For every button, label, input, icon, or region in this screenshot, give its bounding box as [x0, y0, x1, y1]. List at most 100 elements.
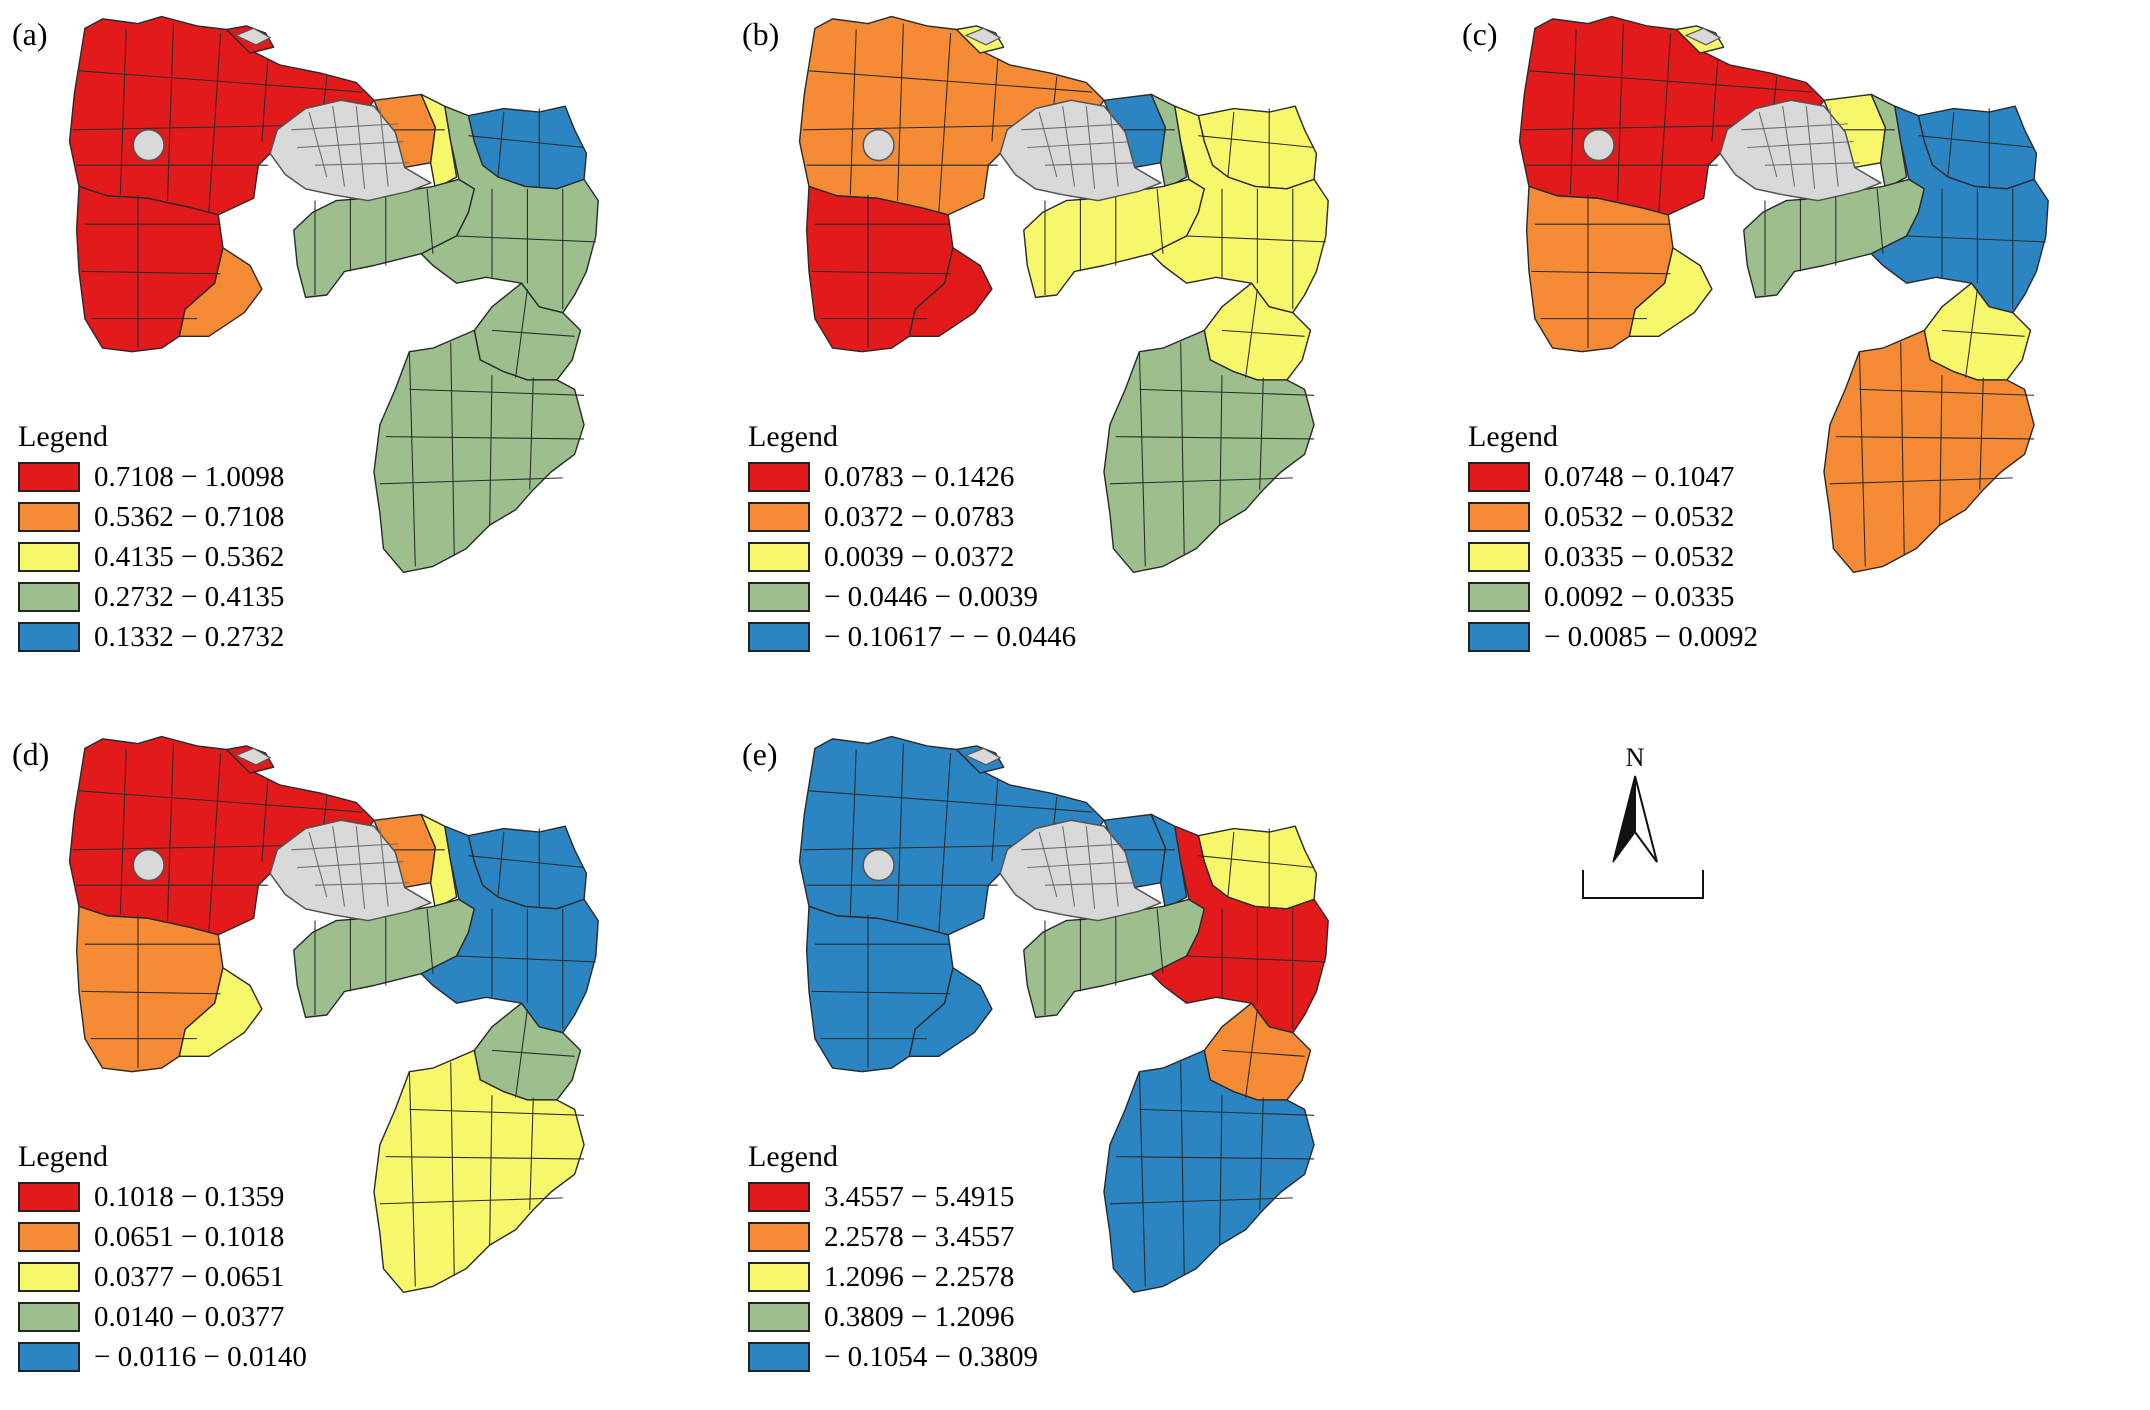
legend-label: 2.2578 − 3.4557	[824, 1220, 1015, 1253]
legend-row-e-4: 0.3809 − 1.2096	[748, 1297, 1038, 1337]
legend-label: 0.0532 − 0.0532	[1544, 500, 1735, 533]
legend-swatch	[1468, 582, 1530, 612]
legend-label: − 0.0085 − 0.0092	[1544, 620, 1758, 653]
northern-enclave	[234, 27, 272, 46]
urban-core-area	[1719, 99, 1883, 202]
legend-row-b-5: − 0.10617 − − 0.0446	[748, 617, 1076, 657]
legend-label: 0.1332 − 0.2732	[94, 620, 285, 653]
legend-swatch	[18, 1262, 80, 1292]
panel-label-e: (e)	[742, 736, 778, 772]
legend-label: − 0.1054 − 0.3809	[824, 1340, 1038, 1373]
legend-swatch	[1468, 502, 1530, 532]
legend-label: 0.5362 − 0.7108	[94, 500, 285, 533]
map-region-se2	[373, 329, 585, 574]
map-panel-d: (d) Legend 0.1018 − 0.1359 0.0651 − 0.10…	[0, 720, 720, 1410]
urban-core-area	[999, 99, 1163, 202]
map-body	[68, 735, 599, 1294]
legend-label: 0.0039 − 0.0372	[824, 540, 1015, 573]
legend-row-a-2: 0.5362 − 0.7108	[18, 497, 284, 537]
legend-swatch	[748, 1262, 810, 1292]
legend-swatch	[18, 582, 80, 612]
legend-label: 0.0651 − 0.1018	[94, 1220, 285, 1253]
legend-label: 0.0140 − 0.0377	[94, 1300, 285, 1333]
legend-swatch	[748, 622, 810, 652]
panel-label-b: (b)	[742, 16, 780, 52]
legend-row-a-5: 0.1332 − 0.2732	[18, 617, 284, 657]
choropleth-map-a	[68, 15, 599, 574]
urban-core-area	[269, 99, 433, 202]
legend-row-b-3: 0.0039 − 0.0372	[748, 537, 1076, 577]
legend-swatch	[748, 462, 810, 492]
legend-row-d-1: 0.1018 − 0.1359	[18, 1177, 307, 1217]
urban-core-area	[999, 819, 1163, 922]
legend-label: 0.0783 − 0.1426	[824, 460, 1015, 493]
county-town-enclave	[132, 849, 165, 882]
county-town-enclave	[1582, 129, 1615, 162]
map-body	[68, 15, 599, 574]
legend-swatch	[748, 542, 810, 572]
legend-row-c-4: 0.0092 − 0.0335	[1468, 577, 1758, 617]
legend-label: 1.2096 − 2.2578	[824, 1260, 1015, 1293]
map-region-se2	[373, 1049, 585, 1294]
map-region-se2	[1103, 329, 1315, 574]
legend-swatch	[18, 622, 80, 652]
northern-enclave	[964, 747, 1002, 766]
legend-label: 0.4135 − 0.5362	[94, 540, 285, 573]
legend-swatch	[18, 1302, 80, 1332]
legend-swatch	[748, 582, 810, 612]
legend-title-c: Legend	[1468, 420, 1558, 453]
map-region-ss	[178, 967, 263, 1058]
panel-label-d: (d)	[12, 736, 50, 772]
legend-label: 0.0335 − 0.0532	[1544, 540, 1735, 573]
legend-label: 3.4557 − 5.4915	[824, 1180, 1015, 1213]
legend-swatch	[18, 1182, 80, 1212]
urban-street-network	[291, 826, 410, 909]
urban-street-network	[1741, 106, 1860, 189]
legend-row-d-3: 0.0377 − 0.0651	[18, 1257, 307, 1297]
panel-label-a: (a)	[12, 16, 48, 52]
legend-swatch	[748, 1342, 810, 1372]
map-body	[1518, 15, 2049, 574]
legend-row-c-2: 0.0532 − 0.0532	[1468, 497, 1758, 537]
northern-enclave	[234, 747, 272, 766]
urban-street-network	[1021, 106, 1140, 189]
map-body	[798, 735, 1329, 1294]
choropleth-map-c	[1518, 15, 2049, 574]
legend-swatch	[18, 1342, 80, 1372]
legend-swatch	[748, 1302, 810, 1332]
legend-row-d-2: 0.0651 − 0.1018	[18, 1217, 307, 1257]
legend-row-c-5: − 0.0085 − 0.0092	[1468, 617, 1758, 657]
legend-row-c-1: 0.0748 − 0.1047	[1468, 457, 1758, 497]
legend-row-a-3: 0.4135 − 0.5362	[18, 537, 284, 577]
legend-title-d: Legend	[18, 1140, 108, 1173]
legend-label: 0.0748 − 0.1047	[1544, 460, 1735, 493]
map-panel-b: (b) Legend 0.0783 − 0.1426 0.0372 − 0.07…	[730, 0, 1450, 690]
legend-swatch	[748, 1182, 810, 1212]
choropleth-map-b	[798, 15, 1329, 574]
legend-title-a: Legend	[18, 420, 108, 453]
legend-row-b-2: 0.0372 − 0.0783	[748, 497, 1076, 537]
legend-label: − 0.0446 − 0.0039	[824, 580, 1038, 613]
legend-row-e-5: − 0.1054 − 0.3809	[748, 1337, 1038, 1377]
choropleth-map-e	[798, 735, 1329, 1294]
legend-row-e-3: 1.2096 − 2.2578	[748, 1257, 1038, 1297]
county-town-enclave	[862, 129, 895, 162]
north-arrow-icon: N	[1582, 743, 1704, 899]
urban-core-area	[269, 819, 433, 922]
compass-needle-left	[1612, 775, 1636, 863]
legend-swatch	[1468, 622, 1530, 652]
map-body	[798, 15, 1329, 574]
legend-row-b-4: − 0.0446 − 0.0039	[748, 577, 1076, 617]
legend-e: Legend 3.4557 − 5.4915 2.2578 − 3.4557 1…	[748, 1140, 1038, 1377]
legend-row-d-5: − 0.0116 − 0.0140	[18, 1337, 307, 1377]
legend-row-d-4: 0.0140 − 0.0377	[18, 1297, 307, 1337]
legend-label: 0.2732 − 0.4135	[94, 580, 285, 613]
map-region-se2	[1103, 1049, 1315, 1294]
map-region-se2	[1823, 329, 2035, 574]
legend-swatch	[748, 1222, 810, 1252]
legend-row-e-1: 3.4557 − 5.4915	[748, 1177, 1038, 1217]
county-town-enclave	[132, 129, 165, 162]
northern-enclave	[964, 27, 1002, 46]
compass-needle-right	[1634, 775, 1658, 863]
legend-row-b-1: 0.0783 − 0.1426	[748, 457, 1076, 497]
